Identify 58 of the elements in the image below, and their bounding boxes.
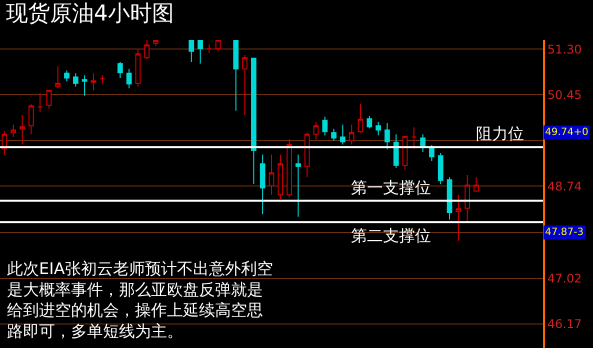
candlestick [366, 116, 372, 129]
candlestick [135, 48, 141, 88]
candlestick [358, 103, 364, 134]
candlestick [188, 40, 194, 62]
candlestick [384, 122, 390, 150]
candlestick [206, 44, 212, 54]
text: 49.74+0 [545, 127, 588, 138]
ref-line-label: 阻力位 [476, 124, 524, 143]
candlestick [260, 154, 266, 215]
y-tick-label: 47.02 [547, 272, 582, 286]
candlestick [20, 114, 25, 145]
candlestick [251, 58, 256, 185]
candlestick [55, 66, 61, 89]
candlestick [456, 194, 462, 242]
candlestick [474, 176, 479, 193]
annotation: 此次EIA张初云老师预计不出意外利空是大概率事件，那么亚欧盘反弹就是给到进空的机会，操作上延续高空思路即可，多单短线为主。 [7, 259, 273, 340]
candlestick [215, 40, 221, 52]
candlestick [233, 40, 239, 112]
candlestick [64, 70, 70, 82]
candlestick [72, 72, 78, 88]
candlestick [322, 116, 328, 136]
y-tick-label: 51.30 [547, 42, 582, 56]
y-tick-label: 48.74 [547, 179, 582, 194]
candlestick [438, 152, 444, 185]
text: 47.87-3 [545, 227, 584, 238]
candlestick [340, 124, 346, 145]
y-tick-label: 46.17 [547, 317, 582, 332]
candlestick [28, 104, 34, 135]
candlestick [46, 90, 52, 110]
candlestick [198, 40, 203, 64]
candlestick [153, 40, 158, 46]
candlestick [144, 40, 150, 60]
candlestick [429, 144, 434, 162]
candlestick [393, 134, 399, 169]
candlestick [286, 138, 292, 198]
candlestick [313, 121, 319, 140]
candlestick [420, 134, 426, 152]
candlestick [464, 174, 470, 223]
candlestick [411, 126, 417, 150]
candlestick [82, 74, 88, 96]
candlestick [100, 74, 106, 84]
candlestick [10, 124, 16, 138]
ref-line-label: 第一支撑位 [351, 178, 431, 197]
candlestick [268, 154, 274, 196]
candlestick [296, 154, 301, 218]
candlestick [376, 121, 381, 136]
candlestick [348, 124, 354, 145]
candlestick [126, 68, 132, 89]
candlestick [331, 128, 336, 142]
candlestick [304, 132, 310, 178]
y-tick-label: 50.45 [547, 88, 582, 102]
candlestick [117, 61, 123, 79]
chart-title: 现货原油4小时图 [6, 2, 174, 27]
candlestick [242, 54, 248, 116]
candlestick [90, 72, 96, 91]
ref-line-label: 第二支撑位 [351, 226, 431, 245]
candlestick [37, 92, 43, 113]
candlestick [278, 154, 284, 200]
